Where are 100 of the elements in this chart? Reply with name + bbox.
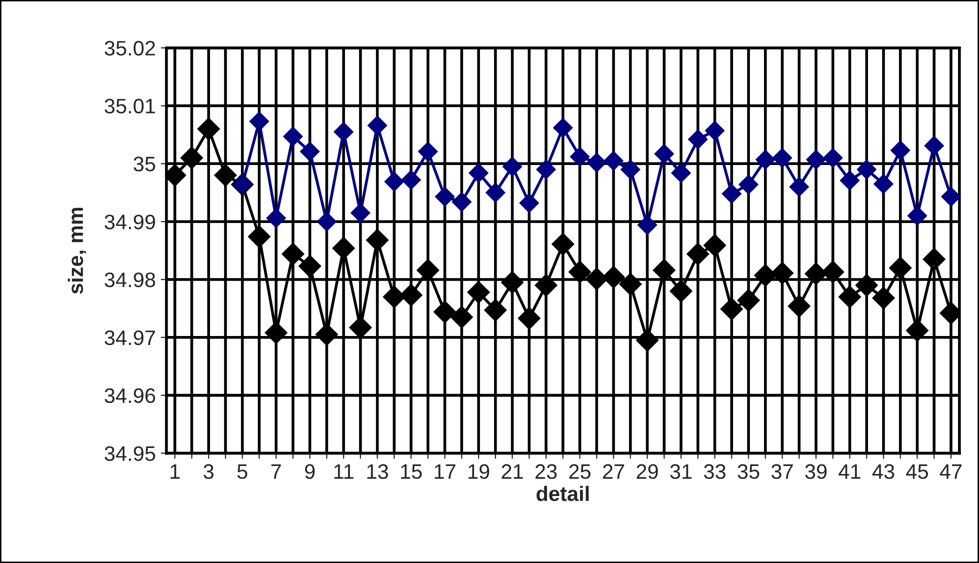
point <box>197 118 220 140</box>
point <box>688 130 708 150</box>
point <box>334 122 354 142</box>
x-tick-label: 17 <box>434 464 456 479</box>
point <box>400 284 422 306</box>
point <box>922 248 946 271</box>
y-tick-label: 34.97 <box>104 330 155 346</box>
point <box>518 306 541 330</box>
x-tick-label: 21 <box>502 464 523 479</box>
point <box>350 203 370 223</box>
x-tick-label: 13 <box>367 464 388 479</box>
point <box>907 206 928 226</box>
point <box>924 136 944 156</box>
x-tick-label: 47 <box>940 464 962 479</box>
point <box>636 328 659 352</box>
point <box>722 184 742 204</box>
point <box>770 262 794 284</box>
point <box>772 148 792 168</box>
x-axis-title: detail <box>536 486 589 502</box>
x-tick-label: 1 <box>170 464 180 479</box>
point <box>754 264 777 287</box>
point <box>519 193 540 213</box>
point <box>654 144 674 164</box>
point <box>300 142 320 162</box>
point <box>756 150 776 170</box>
y-axis-title: size, mm <box>68 208 86 294</box>
point <box>249 112 270 132</box>
point <box>467 280 490 304</box>
point <box>806 150 826 170</box>
point <box>384 172 404 192</box>
point <box>502 156 522 176</box>
point <box>536 160 556 180</box>
x-tick-label: 45 <box>906 464 928 479</box>
point <box>500 271 524 294</box>
y-tick-label: 35 <box>134 156 156 172</box>
y-tick-label: 34.95 <box>104 446 156 461</box>
point <box>889 256 912 280</box>
point <box>367 116 388 136</box>
x-tick-label: 35 <box>738 464 760 479</box>
point <box>738 174 758 194</box>
x-tick-label: 15 <box>401 464 422 479</box>
y-tick-label: 35.02 <box>104 40 155 56</box>
point <box>266 208 286 228</box>
x-tick-label: 11 <box>334 464 354 479</box>
point <box>788 294 810 318</box>
y-tick-label: 34.99 <box>104 214 156 230</box>
x-tick-label: 41 <box>838 464 860 479</box>
point <box>890 140 910 160</box>
point <box>804 262 828 286</box>
x-tick-label: 43 <box>872 464 894 479</box>
point <box>856 160 876 180</box>
x-tick-label: 23 <box>536 464 557 479</box>
point <box>401 170 421 190</box>
point <box>604 150 624 171</box>
point <box>670 280 692 302</box>
point <box>941 186 960 207</box>
x-tick-label: 39 <box>805 464 827 479</box>
point <box>619 272 642 296</box>
point <box>720 298 743 320</box>
point <box>671 163 691 183</box>
point <box>686 242 710 266</box>
point <box>283 126 303 146</box>
x-tick-label: 19 <box>468 464 490 479</box>
point <box>703 234 726 257</box>
point <box>840 170 860 190</box>
point <box>838 286 862 308</box>
point <box>486 182 506 202</box>
point <box>822 260 844 284</box>
point <box>570 146 590 167</box>
point <box>468 163 488 183</box>
x-tick-label: 27 <box>603 464 624 479</box>
x-tick-label: 33 <box>704 464 726 479</box>
point <box>434 186 455 207</box>
x-tick-label: 3 <box>204 464 214 479</box>
x-tick-label: 9 <box>305 464 315 479</box>
point <box>316 212 337 232</box>
point <box>855 274 878 297</box>
point <box>534 274 558 297</box>
point <box>872 286 895 310</box>
point <box>248 225 271 248</box>
point <box>620 160 640 180</box>
point <box>450 306 474 328</box>
point <box>789 176 809 197</box>
point <box>418 142 438 162</box>
point <box>737 289 760 312</box>
point <box>553 118 573 138</box>
point <box>906 319 929 342</box>
point <box>282 242 304 266</box>
point <box>585 268 608 290</box>
x-tick-label: 31 <box>670 464 692 479</box>
point <box>874 174 894 194</box>
point <box>214 164 237 187</box>
point <box>484 298 507 322</box>
y-tick-label: 34.98 <box>104 272 156 288</box>
y-tick-label: 35.01 <box>104 98 155 114</box>
point <box>552 232 574 256</box>
point <box>602 266 625 288</box>
x-tick-label: 5 <box>237 464 248 479</box>
point <box>298 254 322 278</box>
y-tick-label: 34.96 <box>104 388 156 404</box>
